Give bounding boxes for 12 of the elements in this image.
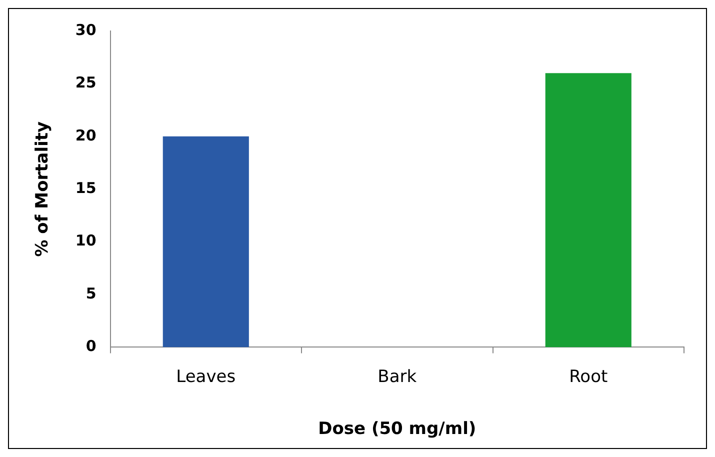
y-tick-label: 30: [75, 20, 96, 39]
y-tick-label: 10: [75, 232, 96, 250]
y-tick-label: 0: [86, 337, 96, 356]
y-tick-label: 5: [86, 284, 96, 302]
x-tick-label: Bark: [378, 366, 417, 387]
y-tick-label: 25: [75, 74, 96, 92]
y-tick-label: 20: [75, 126, 96, 144]
x-tick-label: Root: [569, 366, 608, 387]
x-tick-label: Leaves: [176, 366, 236, 387]
y-tick-label: 15: [75, 178, 96, 197]
x-axis-title: Dose (50 mg/ml): [318, 419, 476, 440]
y-axis-title: % of Mortality: [32, 121, 53, 257]
